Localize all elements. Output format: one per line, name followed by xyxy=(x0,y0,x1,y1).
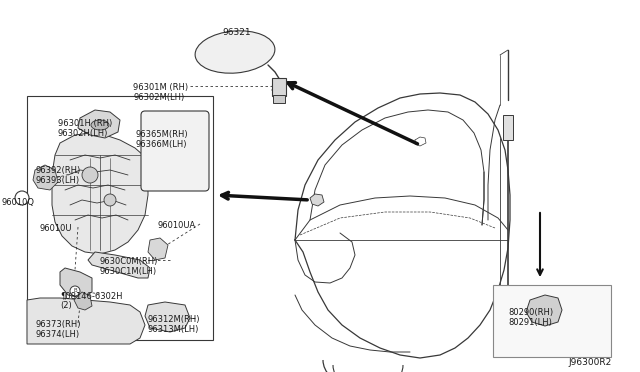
Circle shape xyxy=(15,191,29,205)
Polygon shape xyxy=(145,302,190,332)
Circle shape xyxy=(104,194,116,206)
Bar xyxy=(27,96,213,340)
Bar xyxy=(503,115,513,140)
Bar xyxy=(273,95,285,103)
Polygon shape xyxy=(78,110,120,138)
Polygon shape xyxy=(33,165,58,190)
Text: 96010UA: 96010UA xyxy=(158,221,196,230)
Text: 80290(RH)
80291(LH): 80290(RH) 80291(LH) xyxy=(508,308,553,327)
Text: 96321: 96321 xyxy=(222,28,251,37)
Text: 9630C0M(RH)
9630C1M(LH): 9630C0M(RH) 9630C1M(LH) xyxy=(100,257,158,276)
FancyBboxPatch shape xyxy=(141,111,209,191)
Text: 96010U: 96010U xyxy=(40,224,72,233)
Text: ¶08146-6302H
(2): ¶08146-6302H (2) xyxy=(60,291,122,310)
Text: 96365M(RH)
96366M(LH): 96365M(RH) 96366M(LH) xyxy=(135,130,188,150)
Circle shape xyxy=(70,286,80,296)
Ellipse shape xyxy=(91,120,109,130)
Text: B: B xyxy=(73,289,77,294)
Ellipse shape xyxy=(195,31,275,73)
Text: 96010Q: 96010Q xyxy=(2,198,35,207)
Polygon shape xyxy=(27,298,145,344)
Text: 96392(RH)
96393(LH): 96392(RH) 96393(LH) xyxy=(36,166,81,185)
Polygon shape xyxy=(88,252,150,278)
Polygon shape xyxy=(60,268,92,298)
Polygon shape xyxy=(148,238,168,260)
Text: J96300R2: J96300R2 xyxy=(568,358,611,367)
Circle shape xyxy=(82,167,98,183)
Polygon shape xyxy=(74,292,92,310)
Bar xyxy=(493,285,611,357)
Text: 96373(RH)
96374(LH): 96373(RH) 96374(LH) xyxy=(35,320,81,339)
Polygon shape xyxy=(526,295,562,326)
Polygon shape xyxy=(310,194,324,206)
Polygon shape xyxy=(52,133,148,254)
Bar xyxy=(272,78,286,96)
Text: 96301M (RH)
96302M(LH): 96301M (RH) 96302M(LH) xyxy=(133,83,188,102)
Text: 96312M(RH)
96313M(LH): 96312M(RH) 96313M(LH) xyxy=(148,315,200,334)
Text: 96301H (RH)
96302H(LH): 96301H (RH) 96302H(LH) xyxy=(58,119,112,138)
